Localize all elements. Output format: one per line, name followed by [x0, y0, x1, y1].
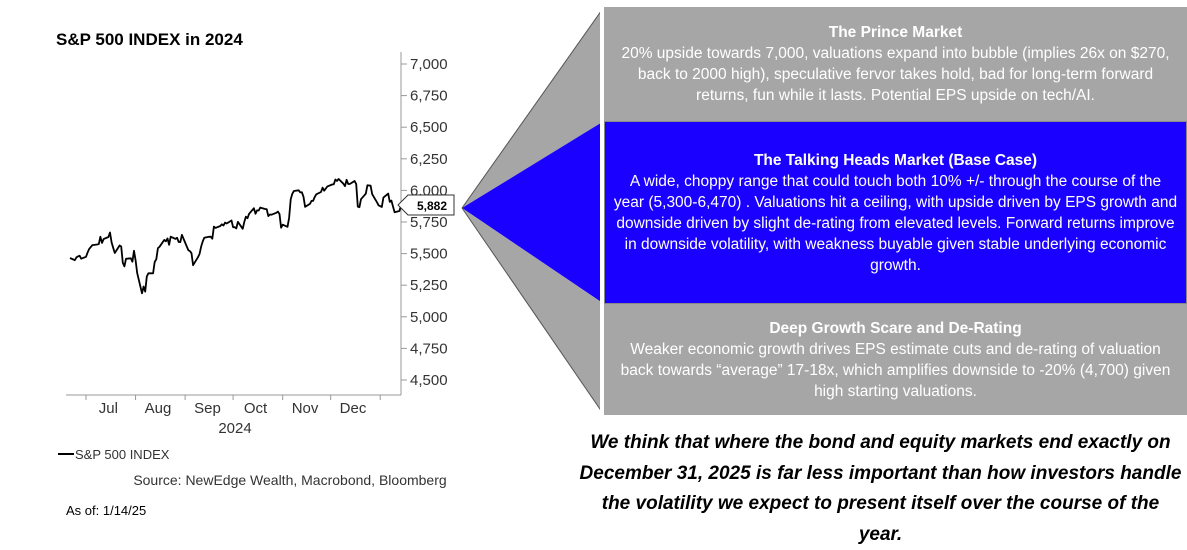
last-value-callout: 5,882	[397, 194, 455, 216]
y-tick-label: 4,750	[410, 340, 448, 357]
series-layer	[69, 178, 402, 295]
x-axis: Jul Aug Sep Oct Nov Dec	[85, 395, 381, 417]
scenario-body: A wide, choppy range that could touch bo…	[613, 172, 1178, 274]
source-note: Source: NewEdge Wealth, Macrobond, Bloom…	[133, 472, 446, 488]
x-tick-label: Aug	[145, 400, 172, 417]
fan-edge-top	[461, 11, 600, 209]
series-line-sp500	[69, 178, 402, 295]
y-tick-label: 4,500	[410, 372, 448, 389]
y-tick-label: 5,250	[410, 277, 448, 294]
x-tick-label: Nov	[292, 400, 319, 417]
scenario-title: The Prince Market	[828, 24, 963, 41]
x-tick-label: Dec	[340, 400, 367, 417]
scenario-deep-growth-scare: Deep Growth Scare and De-Rating Weaker e…	[604, 304, 1187, 415]
y-tick-label: 6,750	[410, 88, 448, 105]
x-tick-label: Jul	[99, 400, 118, 417]
fan-edge-bottom	[461, 207, 600, 411]
chart-title: S&P 500 INDEX in 2024	[56, 30, 243, 49]
y-axis: 7,0006,7506,5006,2506,0005,7505,5005,250…	[401, 56, 448, 389]
last-value-label: 5,882	[417, 199, 447, 213]
y-tick-label: 5,500	[410, 246, 448, 263]
scenario-title: The Talking Heads Market (Base Case)	[753, 151, 1038, 169]
y-tick-label: 6,500	[410, 119, 448, 136]
legend-label: S&P 500 INDEX	[75, 447, 170, 462]
scenario-prince-market: The Prince Market 20% upside towards 7,0…	[604, 7, 1187, 121]
x-tick-label: Oct	[244, 400, 268, 417]
as-of-date: As of: 1/14/25	[66, 503, 146, 518]
y-tick-label: 7,000	[410, 56, 448, 73]
scenario-title: Deep Growth Scare and De-Rating	[769, 319, 1022, 337]
scenario-body: 20% upside towards 7,000, valuations exp…	[621, 45, 1170, 104]
y-tick-label: 5,750	[410, 214, 448, 231]
sp500-chart: S&P 500 INDEX in 2024 7,000 6,750 6,500 6,2…	[56, 11, 600, 518]
closing-statement: We think that where the bond and equity …	[579, 432, 1182, 545]
y-tick-label: 6,250	[410, 151, 448, 168]
y-tick-label: 5,000	[410, 309, 448, 326]
scenario-fan-middle	[462, 123, 600, 302]
x-tick-label: Sep	[194, 400, 221, 417]
scenario-body: Weaker economic growth drives EPS estima…	[620, 340, 1171, 400]
x-axis-year-label: 2024	[218, 420, 251, 437]
scenario-base-case: The Talking Heads Market (Base Case) A w…	[604, 121, 1187, 304]
